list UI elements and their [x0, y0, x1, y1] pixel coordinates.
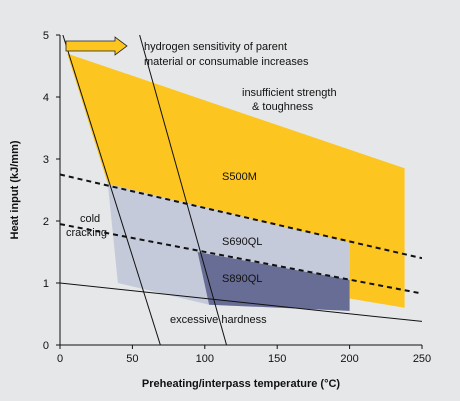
y-axis-title: Heat input (kJ/mm) — [9, 140, 21, 239]
hydrogen-annotation-line-2: material or consumable increases — [144, 56, 309, 68]
x-tick-label: 50 — [126, 353, 138, 365]
hardness-annotation: excessive hardness — [170, 314, 267, 326]
cold-annotation-line-1: cold — [80, 213, 100, 225]
regions — [67, 53, 405, 311]
y-tick-label: 3 — [43, 154, 49, 166]
s500m-label: S500M — [222, 171, 257, 183]
line-upper-dashed — [60, 173, 422, 260]
boundary-lines — [60, 35, 422, 345]
region-s890ql — [197, 252, 350, 311]
y-tick-label: 0 — [43, 340, 49, 352]
s690ql-label: S690QL — [222, 236, 262, 248]
x-tick-label: 100 — [196, 353, 214, 365]
strength-annotation-line-1: insufficient strength — [242, 87, 337, 99]
cold-annotation-line-2: cracking — [66, 227, 107, 239]
region-s500m — [67, 53, 405, 308]
y-tick-label: 1 — [43, 278, 49, 290]
strength-annotation-line-2: & toughness — [252, 101, 314, 113]
hydrogen-arrow-icon — [65, 36, 128, 56]
x-tick-label: 200 — [340, 353, 358, 365]
line-lower-dashed — [60, 223, 422, 295]
y-tick-label: 5 — [43, 30, 49, 42]
axes: 0 50 100 150 200 250 0 1 2 3 4 5 — [43, 30, 431, 365]
y-tick-label: 2 — [43, 216, 49, 228]
y-tick-label: 4 — [43, 92, 49, 104]
line-hardness-line — [60, 282, 422, 322]
x-tick-label: 150 — [268, 353, 286, 365]
x-tick-label: 250 — [413, 353, 431, 365]
s890ql-label: S890QL — [222, 273, 262, 285]
hydrogen-annotation-line-1: hydrogen sensitivity of parent — [144, 41, 287, 53]
line-hydrogen-line — [139, 35, 228, 345]
x-tick-label: 0 — [57, 353, 63, 365]
line-left-boundary — [62, 35, 161, 345]
x-axis-title: Preheating/interpass temperature (°C) — [142, 378, 341, 390]
